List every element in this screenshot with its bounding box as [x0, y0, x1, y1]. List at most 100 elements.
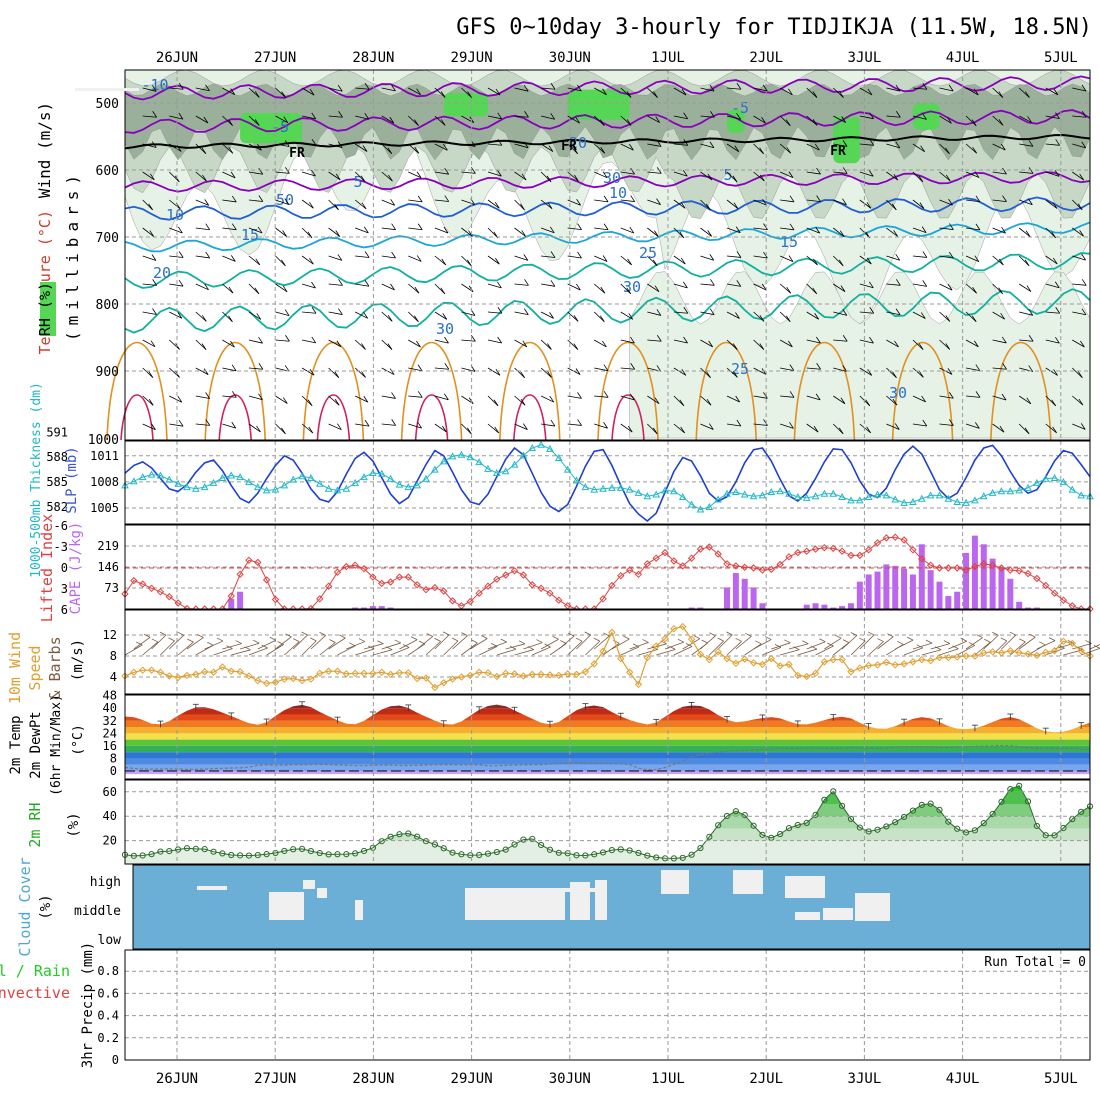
wind-barb-flag [549, 226, 555, 234]
wind-barb [992, 367, 1007, 370]
wind-barb-flag [1028, 309, 1034, 316]
thickness-point [670, 487, 678, 495]
wind-barb-10m-flag [867, 631, 875, 636]
wind-barb [434, 171, 449, 175]
cape-bar [892, 565, 899, 609]
wind-barb [222, 255, 236, 262]
wind-speed-point [997, 649, 1006, 657]
wind-barb-flag [710, 111, 715, 118]
lifted-index-point [245, 556, 253, 565]
wind-barb-flag [149, 230, 155, 237]
precip-label-total: Total / Rain [0, 962, 70, 980]
wind-barb-10m-flag [726, 631, 733, 636]
wind-barb-10m-flag [1029, 633, 1036, 638]
wind-barb [965, 255, 980, 263]
rh-point [626, 847, 633, 854]
wind-barb [381, 143, 393, 155]
temperature-contour-hot [400, 341, 463, 441]
wind-barb [408, 311, 419, 323]
cape-bar [750, 587, 757, 609]
wind-barb-flag [734, 145, 740, 152]
wind-barb [1045, 87, 1059, 96]
wind-barb-flag [975, 195, 981, 203]
wind-barb [1072, 395, 1084, 406]
thickness-point [616, 483, 625, 491]
wind-barb [567, 339, 579, 350]
wind-barb-10m [700, 635, 716, 650]
cloud-block [303, 880, 315, 889]
wind-barb [965, 367, 980, 371]
wind-barb-10m-flag [1019, 638, 1026, 643]
wind-barb-10m-flag [253, 639, 260, 644]
wind-barb-flag [1051, 231, 1056, 239]
temperature-contour [124, 109, 1091, 134]
wind-barb-flag [309, 88, 315, 96]
lifted-index-point [962, 566, 970, 574]
wind-barb-flag [602, 340, 607, 348]
wind-barb [302, 143, 317, 146]
wind-speed-point [254, 676, 262, 685]
wind-barb-flag [152, 308, 157, 315]
lifted-index-point [528, 581, 536, 589]
rh-saturated-patch [567, 89, 630, 120]
thickness-point [678, 492, 687, 501]
wind-barb-10m-flag [1085, 640, 1092, 644]
wind-barb-10m [540, 638, 559, 650]
wind-barb-flag [523, 308, 529, 315]
wind-barb-flag [788, 88, 793, 96]
wind-barb-10m-flag [701, 639, 708, 644]
wind-speed-point [1015, 649, 1023, 657]
wind-speed-point [882, 658, 891, 667]
cloud-block [661, 870, 689, 894]
wind-barb-10m-flag [285, 633, 292, 638]
wind-barb [700, 87, 715, 92]
thickness-point [767, 488, 776, 496]
wind-barb-10m [292, 634, 308, 650]
wind-barb [355, 115, 369, 120]
cape-bar [936, 581, 943, 609]
wind-barb-flag [338, 279, 343, 286]
wind-barb-flag [497, 112, 503, 120]
wind-barb-flag [523, 141, 529, 148]
wind-barb-flag [228, 119, 233, 126]
lifted-index-point [802, 547, 811, 555]
wind-speed-point [873, 661, 882, 669]
wind-barb [461, 339, 476, 342]
wind-barb-10m [709, 640, 724, 656]
wind-barb-10m [744, 643, 762, 656]
wind-barb-flag [972, 286, 977, 294]
wind-barb-10m-flag [339, 634, 346, 639]
wind-barb-flag [178, 251, 184, 258]
wind-barb [355, 395, 368, 403]
wind-barb [461, 255, 472, 267]
wind-barb-10m [151, 634, 167, 650]
wind-barb-flag [679, 399, 685, 407]
wind-barb [753, 255, 768, 259]
wind-barb-flag [522, 340, 528, 348]
wind-speed-point [785, 660, 793, 669]
cape-bar [803, 604, 810, 609]
temperature-contour [124, 221, 1091, 253]
wind-barb-flag [706, 398, 712, 406]
wind-barb-flag [256, 313, 262, 320]
wind-barb [647, 395, 660, 405]
wind-barb-10m [160, 640, 175, 656]
wind-barb [408, 115, 419, 126]
wind-barb [859, 311, 874, 314]
contour-label: 25 [731, 360, 749, 378]
temp-band [125, 771, 1090, 775]
wind-barb-flag [550, 83, 556, 90]
wind-barb-10m [771, 642, 791, 650]
wind-barb-flag [335, 230, 341, 237]
wind-barb [832, 423, 844, 435]
wind-barb-flag [949, 419, 954, 426]
wind-barb-10m-flag [177, 631, 184, 636]
wind-barb [354, 143, 368, 152]
wind-barb-flag [417, 421, 422, 429]
wind-barb [355, 255, 370, 258]
temperature-contour-max [611, 394, 645, 441]
wind-barb-10m-flag [1048, 637, 1056, 641]
rh-point [750, 822, 757, 829]
wind-speed-line [124, 625, 1091, 689]
